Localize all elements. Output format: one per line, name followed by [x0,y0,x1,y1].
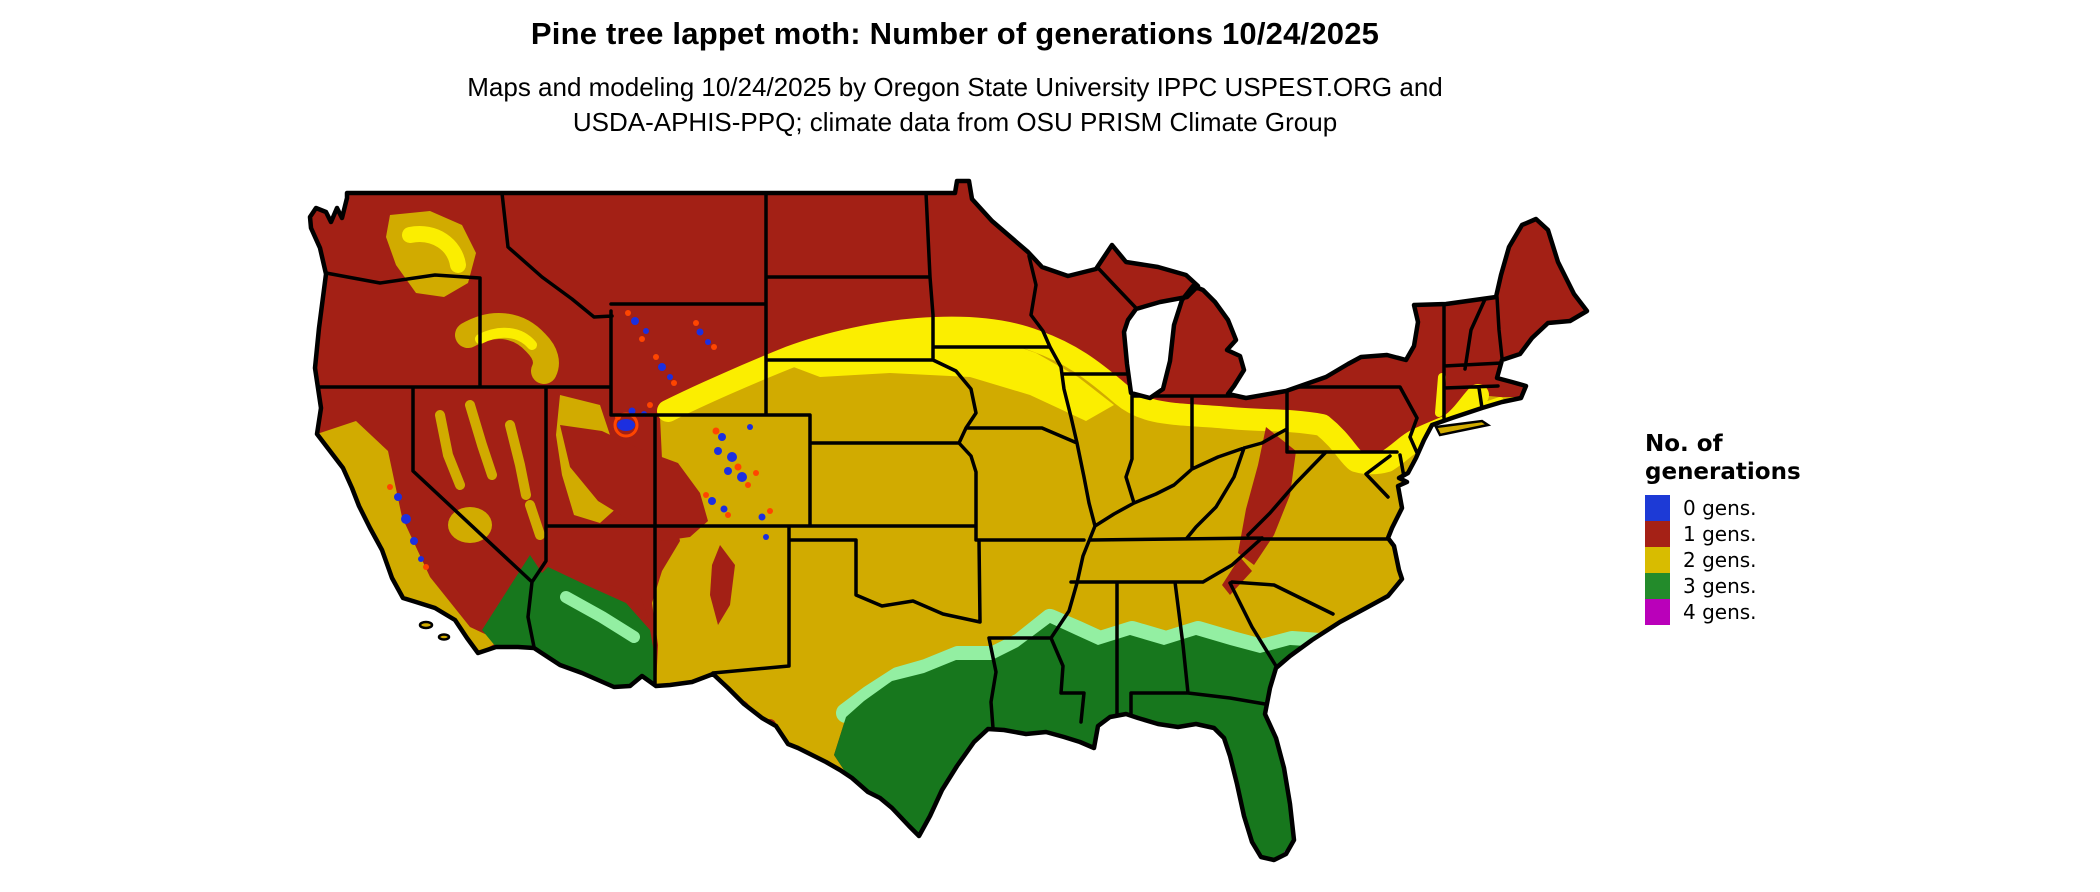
channel-island [418,620,434,630]
us-coastline-outline [307,178,1590,863]
layer-red-new-mexico [710,545,735,625]
subtitle-line-1: Maps and modeling 10/24/2025 by Oregon S… [467,72,1443,102]
layer-red-four-corners [560,425,708,541]
page-title: Pine tree lappet moth: Number of generat… [530,16,1380,51]
layer-3gen-green-south [834,623,1322,860]
layer-bright-yellow-michigan [1128,398,1217,426]
layer-0gen-blue-specks [394,317,769,562]
layer-bright-yellow-plains [775,337,1114,421]
legend-swatch-3 [1645,573,1670,599]
map-legend: No. of generations 0 gens. 1 gens. 2 gens.… [1645,430,1875,625]
legend-swatch-1 [1645,521,1670,547]
subtitle-line-2: USDA-APHIS-PPQ; climate data from OSU PR… [572,107,1338,137]
us-generations-map [230,125,1630,892]
legend-row-2: 2 gens. [1645,547,1875,573]
legend-title-line-2: generations [1645,459,1801,485]
channel-island [437,633,451,641]
legend-title: No. of generations [1645,430,1875,486]
legend-swatch-2 [1645,547,1670,573]
page-subtitle: Maps and modeling 10/24/2025 by Oregon S… [0,70,1910,140]
legend-row-3: 3 gens. [1645,573,1875,599]
layer-3gen-green-arizona [482,555,656,687]
legend-row-4: 4 gens. [1645,599,1875,625]
layer-bright-yellow-columbia [402,226,466,273]
legend-items: 0 gens. 1 gens. 2 gens. 3 gens. 4 gens. [1645,495,1875,625]
legend-label-0: 0 gens. [1683,496,1757,520]
legend-label-4: 4 gens. [1683,600,1757,624]
layer-bright-yellow-snake [475,327,537,350]
legend-swatch-4 [1645,599,1670,625]
legend-label-3: 3 gens. [1683,574,1757,598]
legend-label-1: 1 gens. [1683,522,1757,546]
legend-title-line-1: No. of [1645,431,1723,457]
layer-pale-green-arizona [560,591,640,643]
layer-pale-green-band [836,609,1330,723]
layer-california-gold [317,421,500,653]
legend-swatch-0 [1645,495,1670,521]
long-island [1434,419,1492,437]
legend-row-1: 1 gens. [1645,521,1875,547]
legend-row-0: 0 gens. [1645,495,1875,521]
generation-raster-layers [310,181,1587,860]
layer-nevada-gold-valleys [435,400,545,540]
state-boundaries [313,191,1504,730]
legend-label-2: 2 gens. [1683,548,1757,572]
